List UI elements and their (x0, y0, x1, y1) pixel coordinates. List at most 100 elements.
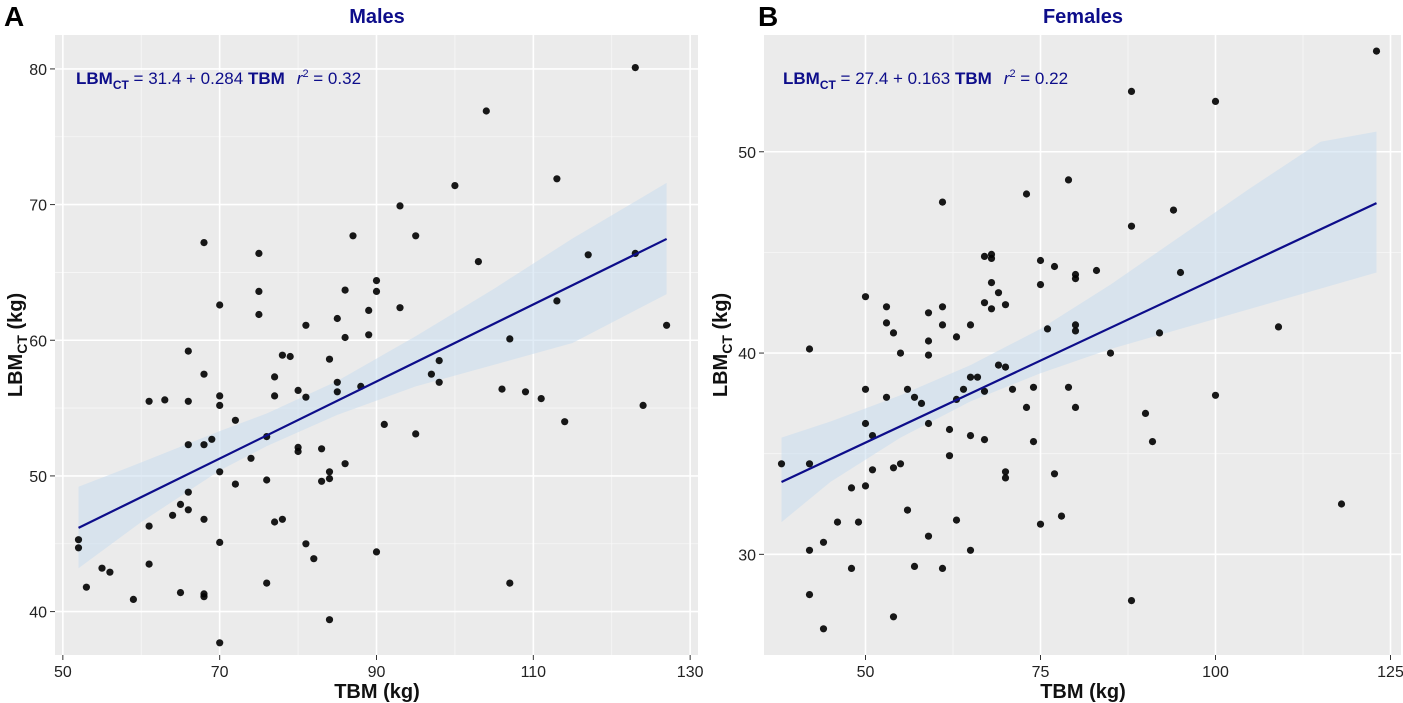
data-point (889, 464, 898, 472)
data-point (1057, 512, 1066, 520)
panel-a-eq-lhs: LBM (76, 69, 113, 88)
data-point (1148, 438, 1157, 446)
data-point (910, 562, 919, 571)
data-point (805, 546, 814, 554)
data-point (255, 310, 263, 319)
data-point (333, 314, 341, 323)
data-point (861, 293, 870, 301)
data-point (1029, 438, 1038, 446)
data-point (903, 385, 912, 393)
x-tick-label: 50 (54, 664, 72, 681)
data-point (216, 468, 224, 476)
data-point (302, 321, 310, 329)
data-point (98, 564, 106, 572)
data-point (372, 277, 381, 285)
panel-a-eq-r: r (297, 69, 304, 88)
data-point (1001, 363, 1010, 371)
data-point (161, 396, 169, 404)
x-tick-label: 130 (677, 664, 704, 681)
data-point (1036, 256, 1045, 265)
data-point (129, 595, 137, 604)
panel-b-eq-lhs-sub: CT (820, 78, 837, 92)
data-point (1141, 409, 1150, 417)
data-point (325, 616, 334, 624)
panel-b-eq-r: r (1004, 69, 1011, 88)
data-point (945, 452, 954, 460)
panel-b-y-label-sub: CT (719, 335, 735, 354)
data-point (1064, 176, 1073, 184)
data-point (938, 564, 947, 573)
data-point (805, 460, 814, 468)
data-point (521, 388, 530, 396)
data-point (325, 355, 334, 363)
data-point (987, 279, 996, 287)
data-point (318, 477, 326, 485)
data-point (847, 484, 856, 492)
data-point (176, 589, 185, 597)
data-point (819, 625, 828, 633)
data-point (861, 482, 870, 490)
data-point (938, 198, 947, 206)
data-point (74, 536, 83, 544)
data-point (200, 239, 208, 247)
panel-a-label: A (4, 1, 24, 32)
data-point (451, 182, 459, 190)
data-point (271, 373, 279, 381)
data-point (987, 305, 996, 313)
data-point (1337, 500, 1346, 508)
panel-a-x-ticks: 50 70 90 110 130 (54, 655, 704, 681)
data-point (833, 518, 842, 526)
data-point (819, 538, 828, 546)
data-point (1029, 383, 1038, 391)
data-point (106, 568, 114, 576)
data-point (805, 591, 814, 599)
data-point (396, 304, 404, 312)
panel-b-eq-var: TBM (955, 69, 992, 88)
y-tick-label: 30 (738, 547, 756, 564)
data-point (1127, 87, 1136, 95)
data-point (1372, 47, 1381, 55)
y-tick-label: 60 (29, 333, 47, 350)
data-point (847, 564, 856, 573)
x-tick-label: 70 (211, 664, 229, 681)
panel-b-title: Females (1043, 6, 1123, 28)
panel-b-y-label-main: LBM (710, 354, 732, 397)
data-point (184, 347, 192, 355)
data-point (896, 460, 905, 468)
data-point (1127, 222, 1136, 230)
data-point (318, 445, 326, 453)
data-point (435, 378, 443, 386)
y-tick-label: 80 (29, 62, 47, 79)
data-point (1036, 520, 1045, 528)
data-point (917, 399, 926, 407)
panel-b-label: B (758, 1, 778, 32)
data-point (231, 480, 239, 488)
data-point (506, 579, 514, 587)
panel-a-eq-lhs-sub: CT (113, 78, 130, 92)
data-point (294, 447, 302, 456)
data-point (777, 460, 786, 468)
data-point (82, 583, 90, 591)
data-point (882, 303, 891, 311)
data-point (924, 309, 933, 317)
panel-a-title: Males (349, 6, 405, 28)
data-point (924, 532, 933, 540)
panel-b-eq-lhs: LBM (783, 69, 820, 88)
data-point (506, 335, 514, 343)
data-point (1022, 403, 1031, 411)
data-point (365, 306, 373, 314)
x-tick-label: 50 (857, 664, 875, 681)
data-point (435, 357, 443, 365)
data-point (910, 393, 919, 401)
data-point (1169, 206, 1178, 214)
data-point (341, 286, 349, 294)
data-point (1001, 468, 1010, 476)
data-point (924, 419, 933, 428)
data-point (987, 254, 996, 262)
data-point (1155, 329, 1164, 337)
data-point (208, 435, 216, 443)
x-tick-label: 100 (1202, 664, 1229, 681)
y-tick-label: 50 (738, 145, 756, 162)
data-point (396, 202, 404, 210)
